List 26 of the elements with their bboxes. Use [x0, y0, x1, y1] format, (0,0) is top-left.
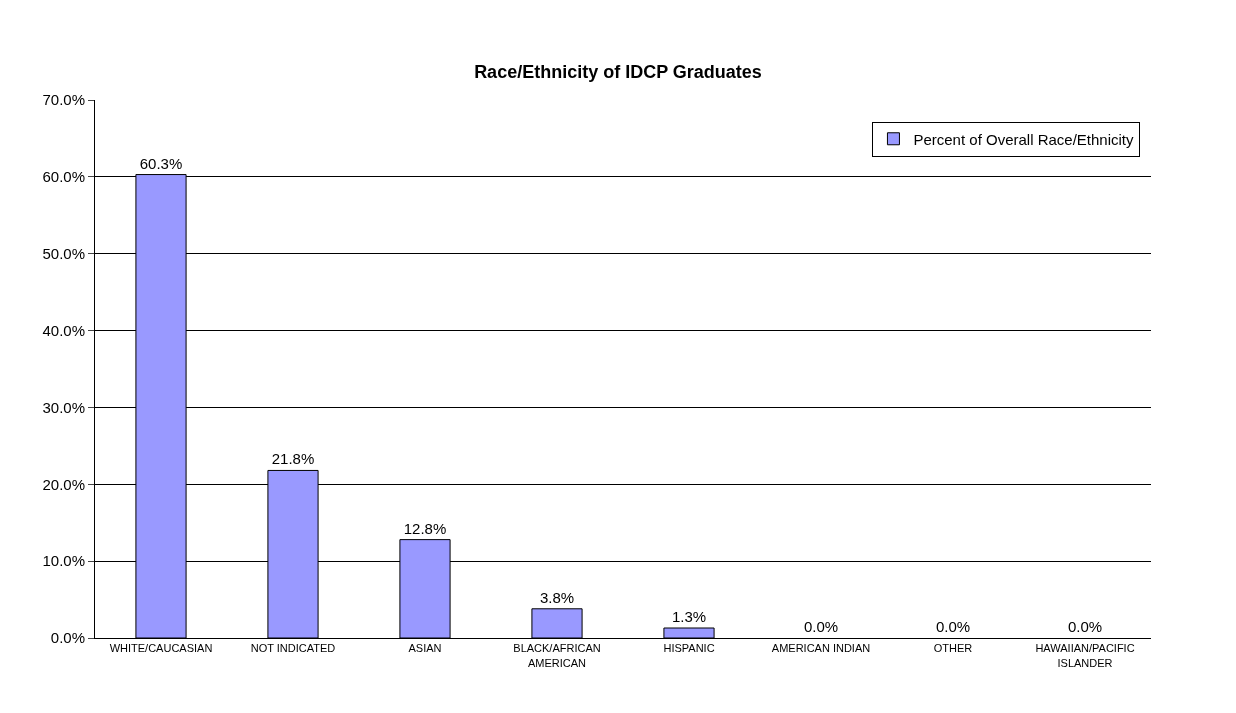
x-tick-label: NOT INDICATED [250, 642, 336, 655]
y-tick-label: 50.0% [42, 244, 85, 262]
chart-title: Race/Ethnicity of IDCP Graduates [474, 61, 762, 82]
x-tick-label: HISPANIC [663, 642, 715, 655]
x-tick-label: ASIAN [408, 642, 442, 655]
x-tick-label: WHITE/CAUCASIAN [109, 642, 213, 655]
y-tick-label: 70.0% [42, 91, 85, 109]
y-tick-label: 30.0% [42, 398, 85, 416]
data-label: 0.0% [803, 618, 839, 635]
legend-label: Percent of Overall Race/Ethnicity [913, 130, 1135, 148]
y-tick-label: 40.0% [42, 321, 85, 339]
y-tick-label: 10.0% [42, 552, 85, 570]
x-tick-label: AMERICAN INDIAN [771, 642, 871, 655]
data-label: 3.8% [539, 588, 575, 606]
y-tick-label: 0.0% [50, 629, 85, 647]
y-tick-label: 60.0% [42, 168, 85, 186]
data-label: 0.0% [1067, 618, 1103, 635]
data-label: 0.0% [935, 618, 971, 635]
x-tick-label: HAWAIIAN/PACIFIC ISLANDER [1035, 642, 1135, 669]
x-tick-label: BLACK/AFRICAN AMERICAN [513, 642, 601, 669]
data-label: 21.8% [271, 450, 315, 468]
x-tick-label: OTHER [933, 642, 973, 655]
data-label: 12.8% [403, 519, 447, 537]
y-tick-label: 20.0% [42, 475, 85, 493]
data-label: 1.3% [671, 608, 707, 626]
data-label: 60.3% [139, 154, 183, 172]
